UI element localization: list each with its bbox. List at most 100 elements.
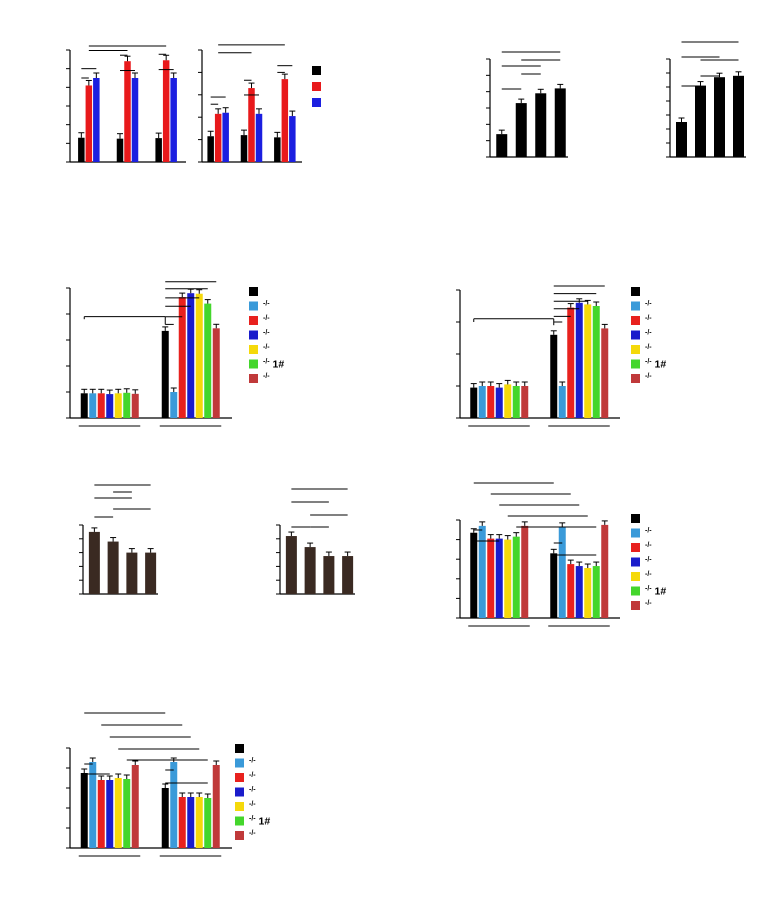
legend-label: -/- — [263, 344, 270, 351]
bar-series-0 — [470, 532, 478, 618]
bar — [554, 88, 566, 157]
legend-superscript: -/- — [645, 373, 652, 380]
legend-superscript: -/- — [645, 344, 652, 351]
legend-label: -/- — [263, 373, 270, 380]
bar — [733, 75, 744, 157]
legend-superscript: -/- — [249, 772, 256, 779]
bar-series-2 — [567, 307, 575, 418]
legend-swatch — [312, 98, 321, 107]
bar-series-3 — [187, 797, 195, 848]
legend-swatch — [312, 66, 321, 75]
legend-swatch — [249, 287, 258, 296]
legend-superscript: -/- — [249, 801, 256, 808]
legend-superscript: -/- — [645, 301, 652, 308]
bar-series-3 — [495, 538, 503, 618]
bar — [496, 134, 508, 157]
bar — [323, 556, 335, 594]
legend-label: -/- — [645, 557, 652, 564]
legend-superscript: -/- — [645, 315, 652, 322]
legend-superscript: -/- — [645, 528, 652, 535]
bar-vehicle — [116, 138, 124, 162]
bar-series-6 — [601, 524, 609, 618]
legend-swatch — [249, 345, 258, 354]
legend-label: -/- — [645, 315, 652, 322]
bar-series-0 — [161, 788, 169, 848]
legend-label: -/- — [249, 801, 256, 808]
bar-series-6 — [131, 393, 139, 418]
legend-label: -/- — [645, 528, 652, 535]
legend-superscript: -/- — [249, 787, 256, 794]
bar-series-1 — [89, 393, 97, 418]
bar — [285, 536, 297, 594]
bar — [714, 77, 725, 157]
bar-series-6 — [131, 765, 139, 848]
legend-superscript: -/- — [645, 600, 652, 607]
bar-g10 — [281, 79, 289, 162]
bar-series-0 — [161, 330, 169, 418]
legend-superscript: -/- — [645, 542, 652, 549]
bar-series-5 — [123, 392, 131, 418]
bar-series-4 — [584, 568, 592, 618]
bar-lps — [289, 116, 296, 162]
legend-swatch — [631, 345, 640, 354]
legend-superscript: -/- — [263, 330, 270, 337]
bar-series-0 — [80, 773, 88, 848]
legend-swatch — [631, 601, 640, 610]
bar — [88, 531, 100, 594]
legend-swatch — [631, 514, 640, 523]
legend-label: -/- — [645, 330, 652, 337]
bar — [342, 556, 354, 594]
bar-series-4 — [114, 778, 122, 848]
bar-series-2 — [178, 297, 186, 418]
bar-vehicle — [155, 138, 162, 162]
legend-swatch — [631, 586, 640, 596]
legend-label: -/- — [263, 301, 270, 308]
bar-series-2 — [178, 797, 186, 848]
bar-series-5 — [512, 536, 520, 618]
legend-swatch — [235, 802, 244, 811]
bar-series-2 — [97, 393, 105, 418]
legend-superscript: -/- — [645, 330, 652, 337]
bar-g10 — [248, 88, 255, 162]
bar-series-4 — [584, 304, 592, 418]
bar-series-0 — [80, 393, 88, 418]
bar-series-1 — [478, 386, 486, 418]
legend-swatch — [631, 557, 640, 567]
bar-series-5 — [204, 303, 212, 418]
legend-swatch — [631, 316, 640, 325]
legend-swatch — [235, 787, 244, 797]
bar-series-1 — [89, 762, 97, 848]
bar-series-4 — [504, 384, 512, 418]
legend-swatch — [631, 287, 640, 296]
bar-lps — [222, 112, 229, 162]
legend-clone: 1# — [652, 359, 667, 371]
bar-g10 — [162, 60, 170, 163]
bar-series-6 — [601, 328, 609, 418]
bar-lps — [131, 78, 139, 162]
bar-series-5 — [592, 306, 600, 418]
legend-label: -/- — [249, 830, 256, 837]
legend-label: -/- — [645, 301, 652, 308]
bar-series-1 — [558, 526, 566, 618]
legend-swatch — [235, 758, 244, 768]
legend-superscript: -/- — [263, 315, 270, 322]
legend-swatch — [631, 301, 640, 311]
bar — [145, 552, 157, 594]
legend-label: -/- — [645, 373, 652, 380]
bar-series-6 — [521, 386, 529, 418]
legend-label: -/- — [249, 758, 256, 765]
legend-superscript: -/- — [249, 758, 256, 765]
bar-series-1 — [478, 525, 486, 618]
bar-series-4 — [114, 393, 122, 418]
bar-series-6 — [521, 525, 529, 618]
legend-clone: 1# — [652, 586, 667, 598]
bar-series-4 — [195, 293, 203, 418]
bar-series-0 — [470, 387, 478, 418]
legend-label: -/- 1# — [249, 816, 270, 828]
bar-series-5 — [512, 386, 520, 418]
legend-swatch — [631, 543, 640, 552]
legend-swatch — [235, 831, 244, 840]
bar-series-1 — [170, 762, 178, 848]
